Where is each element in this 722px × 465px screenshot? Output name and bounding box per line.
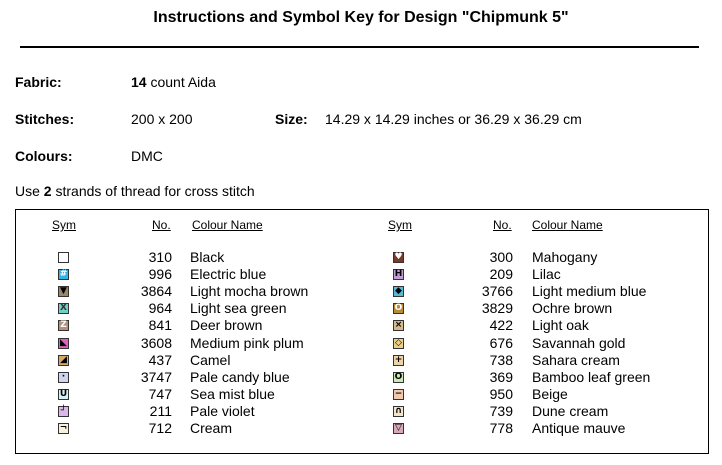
fabric-count: 14 (131, 74, 147, 90)
stitches-value: 200 x 200 (131, 111, 193, 127)
symbol-swatch: + (393, 355, 404, 366)
colour-name: Ochre brown (532, 300, 613, 316)
colour-name: Savannah gold (532, 335, 626, 351)
symbol-swatch: × (393, 320, 404, 331)
colour-number: 3747 (140, 369, 172, 385)
colour-number: 996 (148, 266, 172, 282)
colour-number: 3829 (481, 300, 513, 316)
colour-number: 310 (148, 249, 172, 265)
colour-number: 738 (489, 352, 513, 368)
colour-name: Pale violet (190, 403, 255, 419)
colour-number: 712 (148, 420, 172, 436)
symbol-swatch: Z (58, 320, 69, 331)
page-title: Instructions and Symbol Key for Design "… (153, 9, 569, 26)
colour-number: 437 (148, 352, 172, 368)
colour-number: 422 (489, 317, 513, 333)
colour-number: 300 (489, 249, 513, 265)
colour-number: 209 (489, 266, 513, 282)
colours-value: DMC (131, 148, 163, 164)
colour-name: Pale candy blue (190, 369, 290, 385)
colour-name: Black (190, 249, 225, 265)
header-name-right: Colour Name (532, 218, 603, 232)
colour-name: Beige (532, 386, 568, 402)
colour-name: Mahogany (532, 249, 598, 265)
colour-number: 3766 (481, 283, 513, 299)
symbol-key-table (15, 209, 709, 454)
symbol-swatch: ∩ (393, 406, 404, 417)
symbol-swatch: ¬ (58, 423, 69, 434)
colour-name: Light medium blue (532, 283, 647, 299)
stitches-label: Stitches: (15, 111, 75, 127)
symbol-swatch: ┘ (58, 406, 69, 417)
colours-label: Colours: (15, 148, 73, 164)
symbol-swatch: − (393, 389, 404, 400)
colour-number: 778 (489, 420, 513, 436)
colour-name: Deer brown (190, 317, 263, 333)
colour-name: Sea mist blue (190, 386, 275, 402)
colour-name: Light mocha brown (190, 283, 309, 299)
colour-name: Light oak (532, 317, 589, 333)
size-value: 14.29 x 14.29 inches or 36.29 x 36.29 cm (325, 111, 582, 127)
symbol-swatch: ◆ (393, 286, 404, 297)
header-no-left: No. (152, 218, 171, 232)
colour-number: 739 (489, 403, 513, 419)
colour-name: Antique mauve (532, 420, 626, 436)
header-sym-left: Sym (52, 218, 76, 232)
symbol-swatch: · (58, 372, 69, 383)
colour-number: 676 (489, 335, 513, 351)
colour-name: Sahara cream (532, 352, 620, 368)
title-divider (20, 46, 699, 48)
colour-name: Electric blue (190, 266, 267, 282)
header-no-right: No. (493, 218, 512, 232)
symbol-swatch: ♥ (393, 252, 404, 263)
instruction-strands: 2 (43, 183, 52, 199)
colour-number: 3864 (140, 283, 172, 299)
fabric-label: Fabric: (15, 74, 62, 90)
size-label: Size: (275, 111, 308, 127)
colour-number: 747 (148, 386, 172, 402)
colour-name: Dune cream (532, 403, 609, 419)
symbol-swatch: ▽ (393, 423, 404, 434)
colour-name: Light sea green (190, 300, 287, 316)
colour-number: 950 (489, 386, 513, 402)
colour-name: Cream (190, 420, 233, 436)
symbol-swatch: O (393, 372, 404, 383)
colour-number: 964 (148, 300, 172, 316)
colour-number: 211 (149, 403, 172, 419)
colour-name: Camel (190, 352, 231, 368)
symbol-swatch: ◇ (393, 338, 404, 349)
colour-number: 369 (489, 369, 513, 385)
symbol-swatch: U (58, 389, 69, 400)
colour-number: 3608 (140, 335, 172, 351)
symbol-swatch (58, 252, 69, 263)
instruction-suffix: strands of thread for cross stitch (55, 183, 255, 199)
colour-name: Bamboo leaf green (532, 369, 651, 385)
symbol-swatch: # (58, 269, 69, 280)
symbol-swatch: X (58, 303, 69, 314)
instruction-text: Use 2 strands of thread for cross stitch (15, 183, 255, 199)
colour-name: Lilac (532, 266, 561, 282)
instruction-prefix: Use (15, 183, 40, 199)
symbol-swatch: ◢ (58, 355, 69, 366)
fabric-value: 14 count Aida (131, 74, 216, 90)
symbol-swatch: ◣ (58, 338, 69, 349)
colour-number: 841 (148, 317, 172, 333)
header-sym-right: Sym (388, 218, 412, 232)
header-name-left: Colour Name (192, 218, 263, 232)
symbol-swatch: ▼ (58, 286, 69, 297)
fabric-text: count Aida (150, 74, 216, 90)
symbol-swatch: O (393, 303, 404, 314)
colour-name: Medium pink plum (190, 335, 304, 351)
symbol-swatch: H (393, 269, 404, 280)
